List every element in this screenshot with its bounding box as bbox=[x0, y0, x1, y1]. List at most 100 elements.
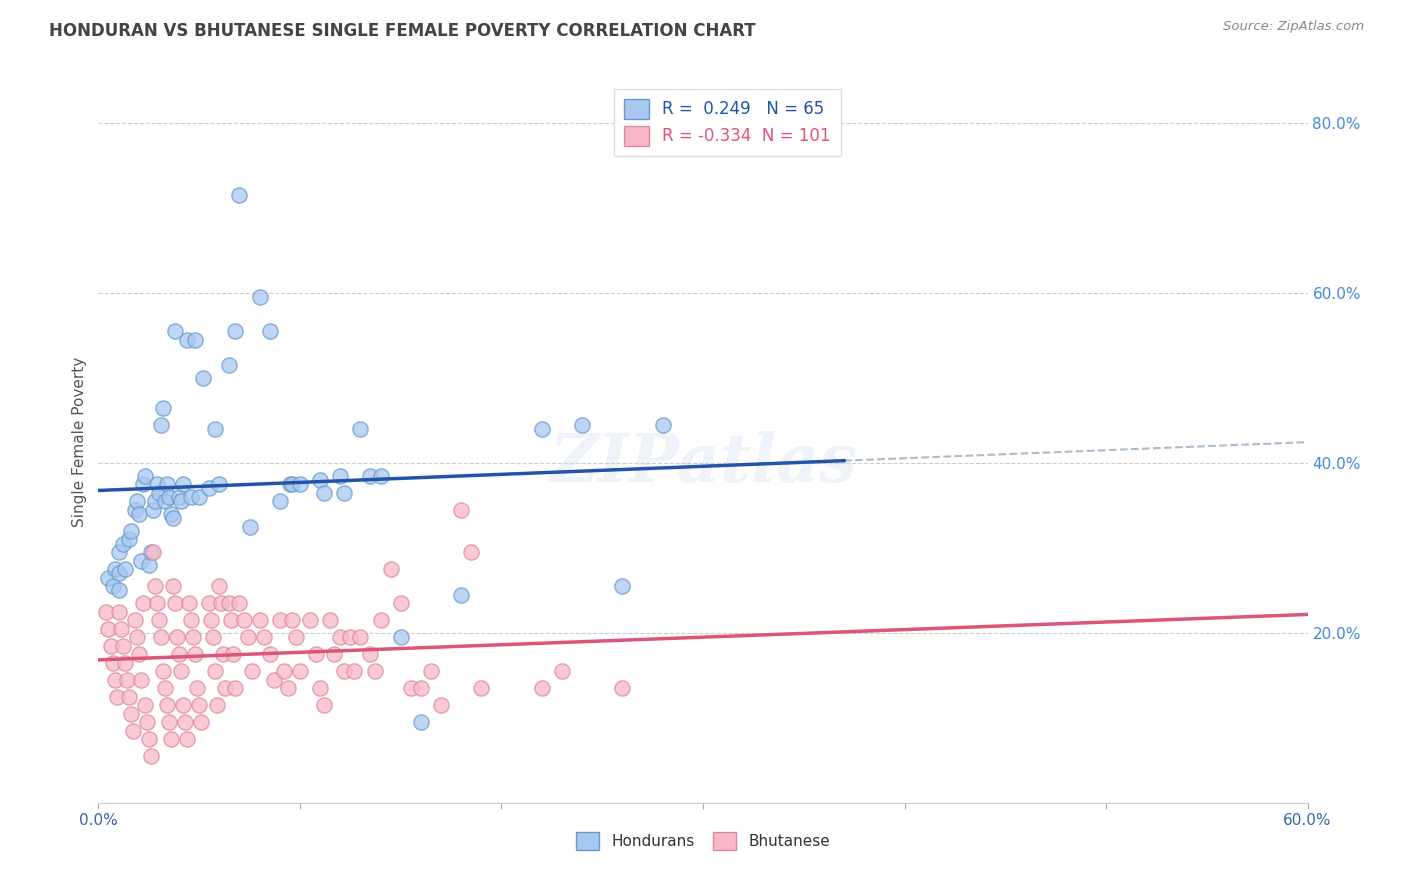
Point bbox=[299, 613, 322, 627]
Point bbox=[360, 647, 382, 661]
Point bbox=[224, 324, 246, 338]
Point bbox=[612, 681, 634, 695]
Point bbox=[202, 630, 225, 644]
Point bbox=[138, 558, 160, 572]
Point bbox=[278, 477, 301, 491]
Point bbox=[153, 681, 176, 695]
Point bbox=[160, 732, 183, 747]
Point bbox=[218, 358, 240, 372]
Point bbox=[284, 630, 307, 644]
Point bbox=[114, 562, 136, 576]
Point bbox=[132, 596, 155, 610]
Point bbox=[188, 698, 211, 712]
Point bbox=[530, 422, 553, 436]
Point bbox=[160, 507, 183, 521]
Point bbox=[370, 613, 392, 627]
Point bbox=[103, 673, 125, 687]
Point bbox=[319, 613, 342, 627]
Point bbox=[111, 536, 134, 550]
Point bbox=[167, 647, 190, 661]
Point bbox=[107, 583, 129, 598]
Point bbox=[100, 639, 122, 653]
Point bbox=[184, 647, 207, 661]
Point bbox=[110, 622, 132, 636]
Point bbox=[212, 647, 235, 661]
Point bbox=[118, 533, 141, 547]
Point bbox=[111, 639, 134, 653]
Point bbox=[323, 647, 346, 661]
Point bbox=[343, 664, 366, 678]
Point bbox=[179, 596, 201, 610]
Point bbox=[163, 596, 186, 610]
Point bbox=[333, 485, 356, 500]
Point bbox=[198, 481, 221, 495]
Point bbox=[107, 605, 129, 619]
Point bbox=[125, 494, 148, 508]
Point bbox=[460, 545, 482, 559]
Point bbox=[172, 698, 194, 712]
Point bbox=[172, 477, 194, 491]
Point bbox=[380, 562, 402, 576]
Point bbox=[281, 477, 304, 491]
Point bbox=[153, 494, 176, 508]
Legend: Hondurans, Bhutanese: Hondurans, Bhutanese bbox=[569, 826, 837, 856]
Text: Source: ZipAtlas.com: Source: ZipAtlas.com bbox=[1223, 20, 1364, 33]
Point bbox=[101, 656, 124, 670]
Text: ZIPatlas: ZIPatlas bbox=[550, 431, 856, 496]
Point bbox=[125, 630, 148, 644]
Point bbox=[176, 333, 198, 347]
Point bbox=[162, 511, 184, 525]
Point bbox=[259, 647, 281, 661]
Point bbox=[370, 468, 392, 483]
Point bbox=[142, 545, 165, 559]
Point bbox=[389, 596, 412, 610]
Point bbox=[149, 630, 172, 644]
Point bbox=[232, 613, 254, 627]
Point bbox=[269, 613, 291, 627]
Point bbox=[157, 490, 180, 504]
Point bbox=[128, 507, 150, 521]
Point bbox=[288, 664, 311, 678]
Point bbox=[204, 422, 226, 436]
Point bbox=[349, 422, 371, 436]
Point bbox=[263, 673, 285, 687]
Point bbox=[288, 477, 311, 491]
Point bbox=[129, 673, 152, 687]
Point bbox=[176, 732, 198, 747]
Point bbox=[148, 485, 170, 500]
Point bbox=[420, 664, 443, 678]
Point bbox=[571, 417, 593, 432]
Point bbox=[309, 681, 332, 695]
Point bbox=[273, 664, 295, 678]
Point bbox=[612, 579, 634, 593]
Point bbox=[409, 714, 432, 729]
Point bbox=[360, 468, 382, 483]
Point bbox=[208, 579, 231, 593]
Point bbox=[139, 749, 162, 764]
Point bbox=[333, 664, 356, 678]
Point bbox=[132, 477, 155, 491]
Point bbox=[120, 524, 142, 538]
Point bbox=[204, 664, 226, 678]
Point bbox=[198, 596, 221, 610]
Point bbox=[218, 596, 240, 610]
Point bbox=[142, 502, 165, 516]
Point bbox=[124, 613, 146, 627]
Point bbox=[120, 706, 142, 721]
Point bbox=[228, 596, 250, 610]
Point bbox=[174, 714, 197, 729]
Point bbox=[329, 468, 352, 483]
Point bbox=[115, 673, 138, 687]
Point bbox=[170, 494, 193, 508]
Point bbox=[551, 664, 574, 678]
Point bbox=[314, 698, 336, 712]
Point bbox=[157, 714, 180, 729]
Point bbox=[339, 630, 361, 644]
Point bbox=[200, 613, 222, 627]
Point bbox=[97, 570, 120, 584]
Point bbox=[222, 647, 245, 661]
Point bbox=[651, 417, 673, 432]
Point bbox=[152, 664, 174, 678]
Point bbox=[105, 690, 128, 704]
Point bbox=[148, 613, 170, 627]
